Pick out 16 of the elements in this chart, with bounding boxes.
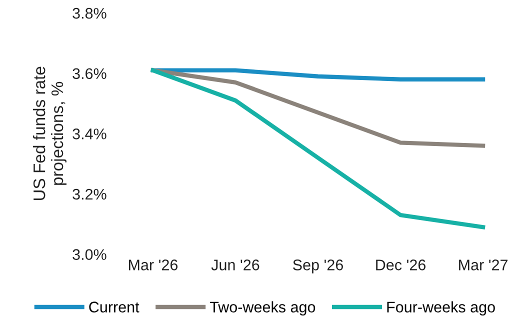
y-tick-label: 3.0% [72, 249, 106, 260]
legend-label: Current [89, 302, 140, 312]
x-tick-label: Jun '26 [211, 260, 260, 270]
x-tick-label: Mar '26 [129, 260, 178, 270]
x-tick-label: Mar '27 [459, 260, 508, 270]
legend-label: Two-weeks ago [210, 301, 316, 316]
legend-label: Four-weeks ago [387, 301, 495, 316]
line-series [150, 68, 486, 230]
y-axis-title: US Fed funds rate projections, % [32, 66, 66, 200]
y-tick-label: 3.4% [72, 128, 106, 140]
y-tick-label: 3.8% [72, 8, 106, 19]
line-series [150, 68, 486, 148]
x-tick-label: Dec '26 [376, 260, 426, 270]
y-tick-label: 3.2% [72, 188, 106, 200]
x-tick-label: Sep '26 [293, 260, 344, 274]
y-tick-label: 3.6% [72, 68, 106, 80]
